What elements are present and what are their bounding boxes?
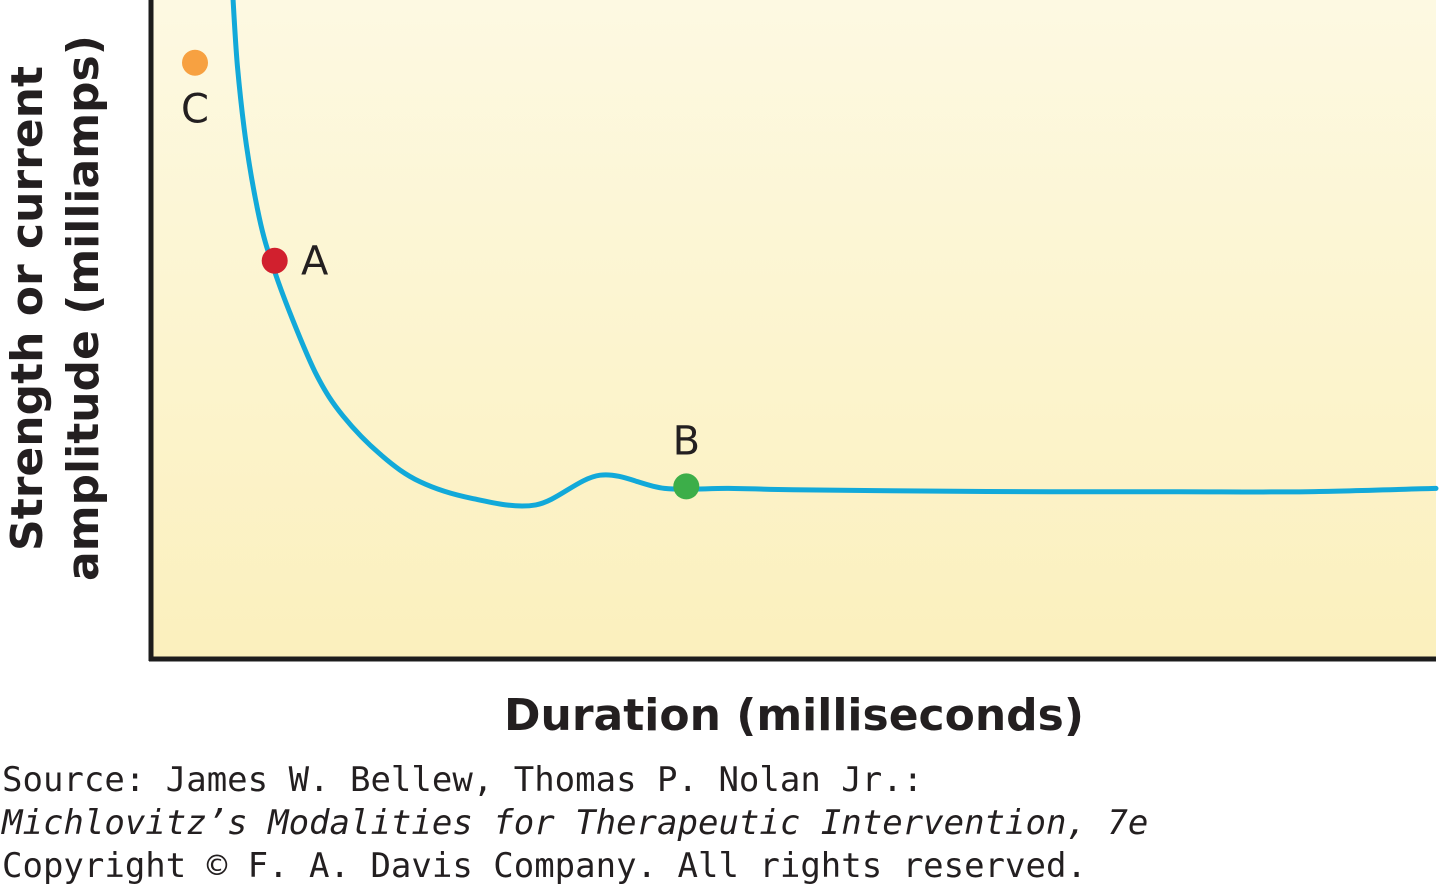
source-book-title: Michlovitz’s Modalities for Therapeutic … — [2, 803, 1149, 843]
strength-duration-curve — [230, 0, 1439, 509]
point-c — [182, 49, 208, 76]
point-label-b: B — [673, 418, 700, 464]
copyright-line: Copyright © F. A. Davis Company. All rig… — [2, 846, 1087, 886]
y-axis-label-line-2: amplitude (milliamps) — [58, 35, 109, 581]
point-label-c: C — [181, 87, 209, 133]
point-a — [261, 247, 288, 274]
point-label-a: A — [301, 239, 329, 285]
y-axis-label-line-1: Strength or current — [2, 65, 53, 551]
point-b — [673, 473, 700, 500]
plot-area — [150, 0, 1436, 660]
x-axis-label: Duration (milliseconds) — [504, 690, 1084, 741]
source-line: Source: James W. Bellew, Thomas P. Nolan… — [2, 760, 924, 800]
